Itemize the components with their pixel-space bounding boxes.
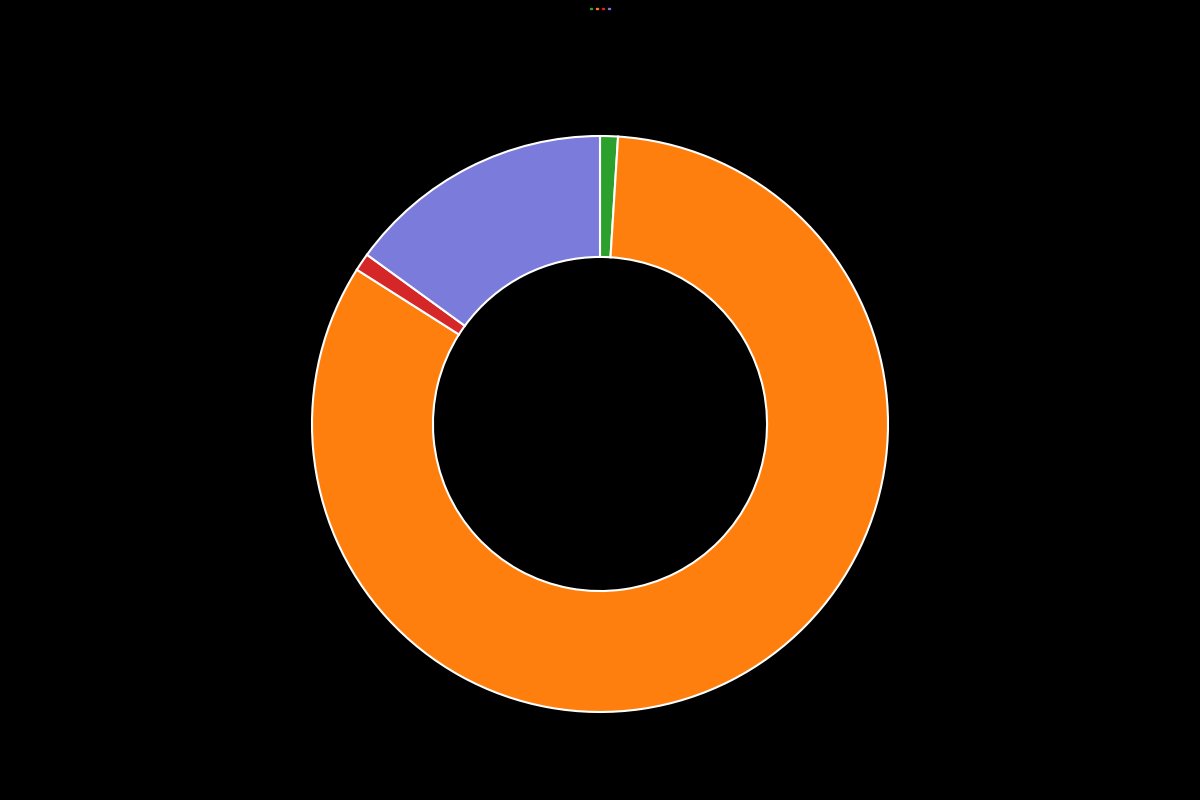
Legend: , , , : , , , (589, 7, 611, 9)
Wedge shape (367, 136, 600, 326)
Wedge shape (356, 254, 464, 334)
Wedge shape (312, 137, 888, 712)
Wedge shape (600, 136, 618, 258)
